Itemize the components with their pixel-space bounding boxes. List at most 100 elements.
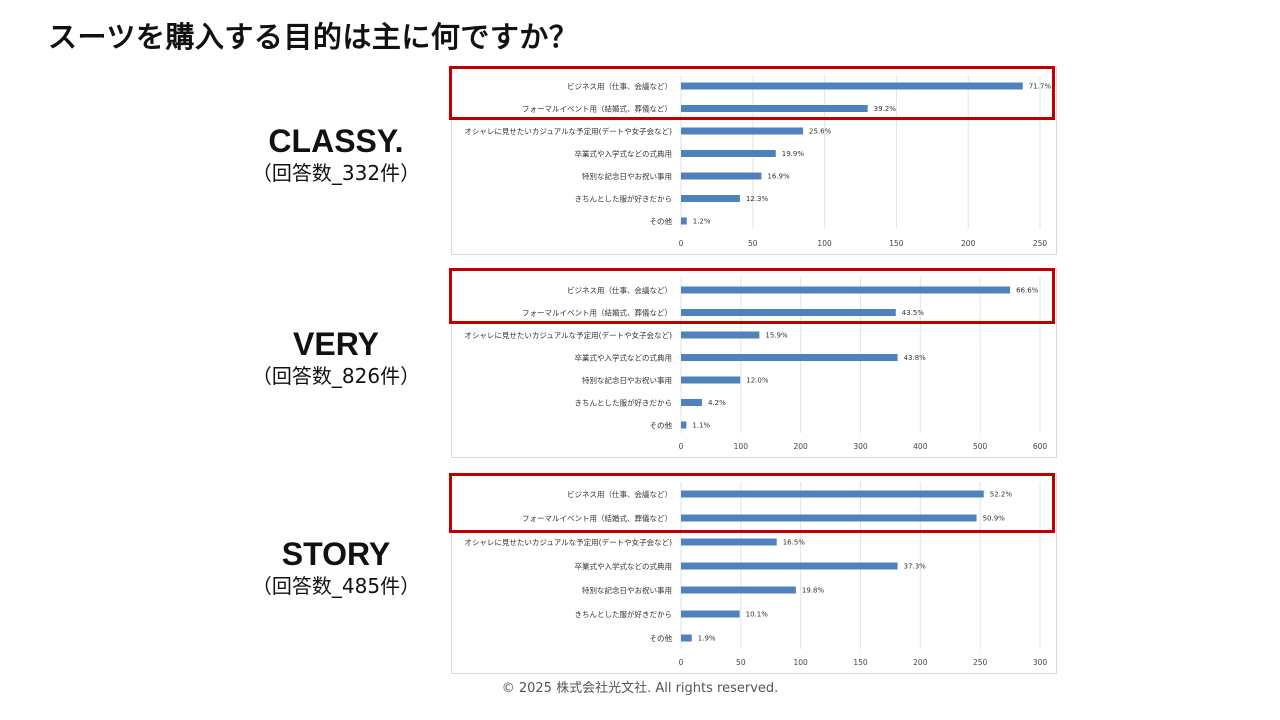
x-tick-label: 0 (679, 442, 684, 451)
bar (681, 610, 740, 618)
bar (681, 286, 1011, 294)
x-tick-label: 0 (679, 658, 684, 667)
bar (681, 150, 776, 157)
data-label: 12.3% (746, 195, 769, 203)
respondent-count: （回答数_826件） (251, 364, 421, 388)
category-label: その他 (650, 216, 673, 226)
data-label: 16.5% (783, 539, 806, 547)
chart-svg: 0 100 200 300 400 500 600 ビジネス用（仕事、会議など） 66.6% フォ… (464, 277, 1048, 451)
category-label: 特別な記念日やお祝い事用 (582, 375, 672, 385)
category-label: その他 (650, 420, 673, 430)
bar (681, 82, 1023, 90)
data-label: 15.9% (765, 332, 788, 340)
x-tick-label: 100 (734, 442, 749, 451)
respondent-count: （回答数_332件） (251, 161, 421, 185)
data-label: 43.8% (904, 354, 927, 362)
bar (681, 309, 896, 316)
category-label: オシャレに見せたいカジュアルな予定用(デートや女子会など) (464, 126, 672, 136)
data-label: 52.2% (990, 491, 1013, 499)
copyright-footer: © 2025 株式会社光文社. All rights reserved. (501, 681, 779, 696)
category-label: きちんとした服が好きだから (575, 609, 673, 619)
bar (681, 586, 796, 594)
data-label: 39.2% (874, 105, 897, 113)
category-label: ビジネス用（仕事、会議など） (567, 81, 672, 91)
x-tick-label: 600 (1033, 442, 1048, 451)
magazine-label-story: STORY （回答数_485件） (236, 535, 436, 599)
x-tick-label: 50 (736, 658, 746, 667)
category-label: その他 (650, 633, 673, 643)
bar (681, 634, 692, 642)
bar (681, 217, 687, 225)
x-tick-label: 0 (679, 239, 684, 248)
bar (681, 514, 977, 522)
bar (681, 195, 740, 202)
data-label: 50.9% (983, 515, 1006, 523)
highlight-box-very (449, 268, 1055, 324)
bar (681, 490, 984, 498)
x-tick-label: 100 (794, 658, 809, 667)
category-label: 卒業式や入学式などの式典用 (575, 149, 673, 159)
data-label: 43.5% (902, 309, 925, 317)
category-label: フォーマルイベント用（結婚式、葬儀など） (522, 104, 672, 114)
category-label: 特別な記念日やお祝い事用 (582, 585, 672, 595)
chart-svg: 0 50 100 150 200 250 300 ビジネス用（仕事、会議など） 52.2% フォー… (464, 482, 1048, 667)
category-label: ビジネス用（仕事、会議など） (567, 285, 672, 295)
bar (681, 127, 804, 135)
highlight-box-classy (449, 66, 1055, 120)
category-label: きちんとした服が好きだから (575, 194, 673, 204)
bar (681, 562, 898, 570)
chart-svg: 0 50 100 150 200 250 ビジネス用（仕事、会議など） 71.7% フォーマルイ… (464, 75, 1052, 248)
data-label: 37.3% (904, 563, 927, 571)
category-label: ビジネス用（仕事、会議など） (567, 489, 672, 499)
x-tick-label: 100 (817, 239, 832, 248)
magazine-name: CLASSY. (268, 123, 404, 159)
data-label: 19.9% (782, 150, 805, 158)
x-tick-label: 200 (794, 442, 809, 451)
bar (681, 538, 777, 546)
category-label: 卒業式や入学式などの式典用 (575, 353, 673, 363)
x-tick-label: 200 (913, 658, 928, 667)
magazine-name: VERY (293, 326, 379, 362)
magazine-label-very: VERY （回答数_826件） (236, 325, 436, 389)
data-label: 4.2% (708, 399, 726, 407)
data-label: 66.6% (1016, 287, 1039, 295)
bar (681, 354, 898, 361)
category-label: オシャレに見せたいカジュアルな予定用(デートや女子会など) (464, 330, 672, 340)
x-tick-label: 50 (748, 239, 758, 248)
data-label: 12.0% (746, 377, 769, 385)
category-label: 特別な記念日やお祝い事用 (582, 171, 672, 181)
highlight-box-story (449, 473, 1055, 533)
data-label: 1.9% (698, 635, 716, 643)
data-label: 25.6% (809, 128, 832, 136)
bar-chart-very: 0 100 200 300 400 500 600 ビジネス用（仕事、会議など） 66.6% フォ… (451, 268, 1057, 458)
x-tick-label: 500 (973, 442, 988, 451)
x-tick-label: 150 (853, 658, 868, 667)
magazine-name: STORY (281, 536, 391, 572)
respondent-count: （回答数_485件） (251, 574, 421, 598)
x-tick-label: 250 (1033, 239, 1048, 248)
magazine-label-classy: CLASSY. （回答数_332件） (236, 122, 436, 186)
slide-title: スーツを購入する目的は主に何ですか？ (48, 20, 579, 54)
bar (681, 331, 760, 339)
category-label: フォーマルイベント用（結婚式、葬儀など） (522, 513, 672, 523)
data-label: 10.1% (746, 611, 769, 619)
category-label: オシャレに見せたいカジュアルな予定用(デートや女子会など) (464, 537, 672, 547)
data-label: 71.7% (1029, 83, 1052, 91)
data-label: 1.1% (692, 422, 710, 430)
category-label: フォーマルイベント用（結婚式、葬儀など） (522, 308, 672, 318)
bar (681, 376, 741, 384)
data-label: 16.9% (767, 173, 790, 181)
category-label: 卒業式や入学式などの式典用 (575, 561, 673, 571)
data-label: 19.8% (802, 587, 825, 595)
bar (681, 105, 868, 112)
bar (681, 399, 702, 406)
x-tick-label: 200 (961, 239, 976, 248)
x-tick-label: 300 (853, 442, 868, 451)
bar-chart-story: 0 50 100 150 200 250 300 ビジネス用（仕事、会議など） 52.2% フォー… (451, 473, 1057, 674)
data-label: 1.2% (693, 218, 711, 226)
x-tick-label: 300 (1033, 658, 1048, 667)
x-tick-label: 400 (913, 442, 928, 451)
category-label: きちんとした服が好きだから (575, 398, 673, 408)
bar-chart-classy: 0 50 100 150 200 250 ビジネス用（仕事、会議など） 71.7% フォーマルイ… (451, 66, 1057, 255)
x-tick-label: 150 (889, 239, 904, 248)
